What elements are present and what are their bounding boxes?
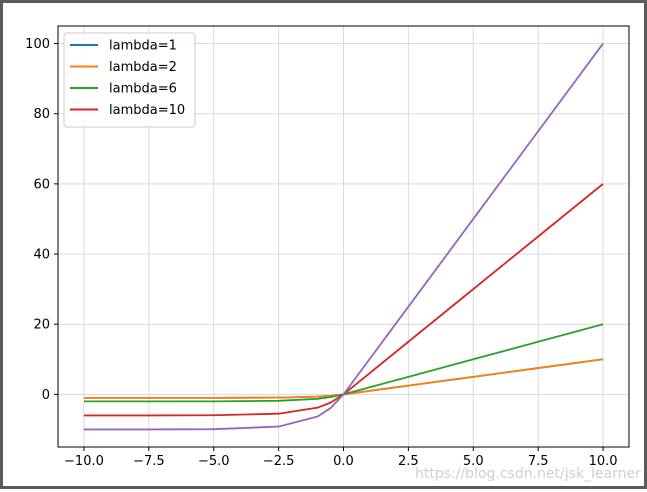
legend-label: lambda=10 [109, 103, 185, 118]
x-tick-label: 0.0 [333, 454, 354, 469]
legend-label: lambda=6 [109, 82, 177, 97]
y-tick-label: 100 [25, 37, 50, 52]
y-axis: 0 20 40 60 80 100 [25, 37, 58, 403]
legend-box [63, 32, 196, 128]
y-tick-label: 0 [42, 388, 50, 403]
legend-label: lambda=1 [109, 39, 177, 54]
y-tick-label: 80 [33, 107, 50, 122]
x-tick-label: −5.0 [198, 454, 230, 469]
x-tick-label: −7.5 [133, 454, 165, 469]
x-tick-label: 7.5 [528, 454, 549, 469]
grid-layer [58, 26, 629, 447]
line-chart: −10.0 −7.5 −5.0 −2.5 0.0 2.5 5.0 7.5 10.0 0 20 40 6… [25, 25, 641, 482]
series-line-4 [83, 43, 604, 431]
y-tick-label: 60 [33, 177, 50, 192]
y-tick-label: 20 [33, 318, 50, 333]
y-tick-label: 40 [33, 248, 50, 263]
series-line-2 [83, 323, 604, 403]
x-tick-label: −2.5 [263, 454, 295, 469]
legend-label: lambda=2 [109, 60, 177, 75]
x-tick-label: 2.5 [398, 454, 419, 469]
x-tick-label: 5.0 [463, 454, 484, 469]
legend: lambda=1 lambda=2 lambda=6 lambda=10 [63, 32, 196, 128]
watermark: https://blog.csdn.net/jsk_learner [415, 466, 641, 482]
x-tick-label: 10.0 [589, 454, 618, 469]
x-axis: −10.0 −7.5 −5.0 −2.5 0.0 2.5 5.0 7.5 10.0 [64, 447, 618, 469]
series-line-3 [83, 183, 604, 417]
lines-layer [83, 43, 604, 431]
series-line-1 [83, 358, 604, 399]
x-tick-label: −10.0 [64, 454, 104, 469]
